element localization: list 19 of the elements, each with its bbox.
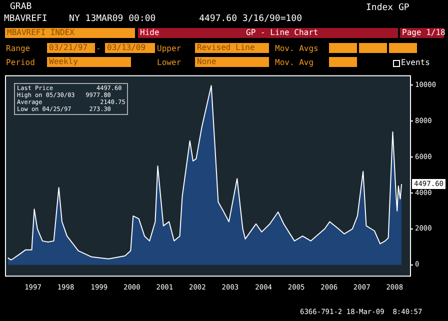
text: Events bbox=[401, 57, 430, 68]
text: Range bbox=[6, 43, 30, 54]
text: Mov. Avgs bbox=[275, 43, 318, 54]
text: GP - Line Chart bbox=[246, 28, 318, 38]
text: 03/21/97 bbox=[47, 43, 95, 53]
text: Lower bbox=[157, 57, 182, 68]
text: Mov. Avg bbox=[275, 57, 314, 68]
chart-subtitle: MBAVREFI NY 13MAR09 00:00 4497.60 3/16/90=100 bbox=[4, 14, 302, 25]
text: Hide bbox=[138, 28, 160, 38]
text: GRAB bbox=[10, 2, 32, 13]
text: Upper bbox=[157, 43, 182, 54]
chart-title: MBAVREFI INDEX bbox=[5, 28, 135, 38]
text: Weekly bbox=[47, 57, 131, 67]
text: - bbox=[96, 43, 101, 54]
text: 03/13/09 bbox=[105, 43, 155, 53]
text: Index GP bbox=[366, 3, 410, 14]
text: Period bbox=[6, 57, 35, 68]
text: None bbox=[195, 57, 269, 67]
text: Revised Line bbox=[195, 43, 269, 53]
